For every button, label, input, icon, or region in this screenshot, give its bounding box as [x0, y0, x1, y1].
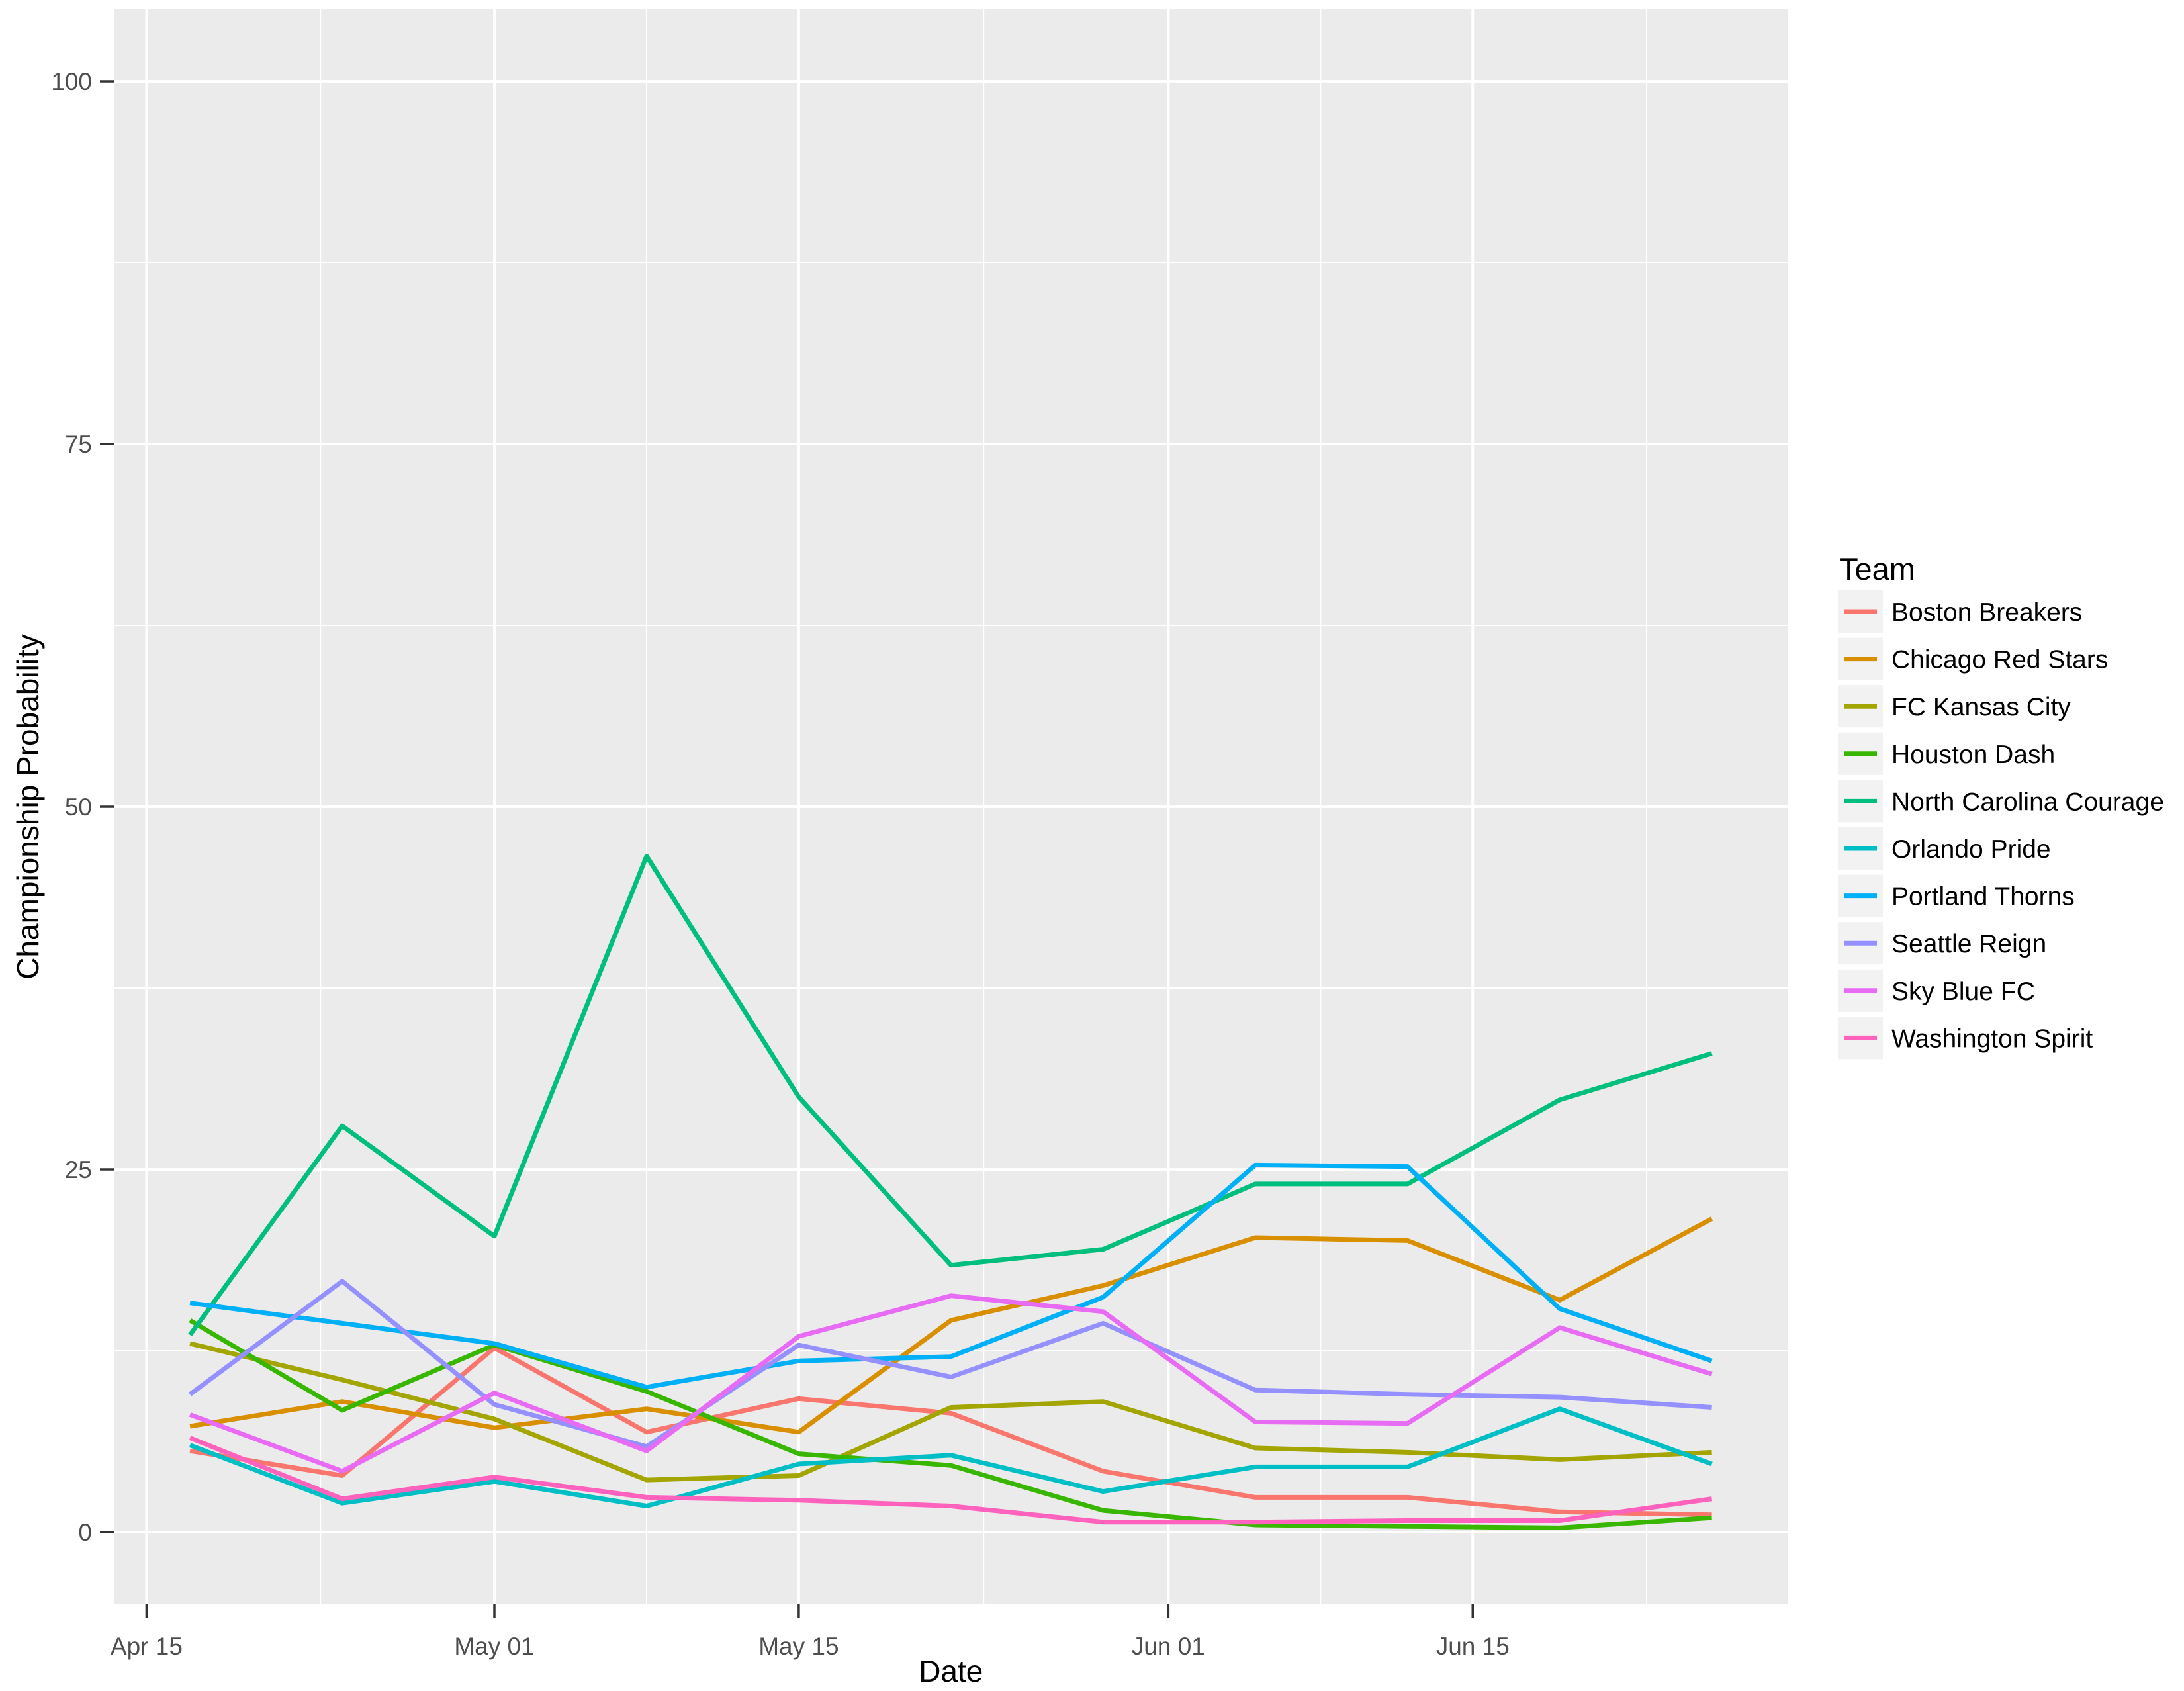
- legend-label: Sky Blue FC: [1891, 978, 2035, 1006]
- legend-label: North Carolina Courage: [1891, 788, 2164, 816]
- legend-label: Washington Spirit: [1891, 1025, 2093, 1053]
- y-axis-labels: 0 25 50 75 100: [51, 68, 92, 1546]
- series-line-fc-kansas-city: [189, 1341, 1712, 1483]
- series-lines: [188, 854, 1713, 1530]
- legend-item-fc-kansas-city: FC Kansas City: [1838, 685, 2071, 728]
- legend-label: FC Kansas City: [1891, 693, 2071, 721]
- series-line-north-carolina-courage: [188, 854, 1713, 1336]
- legend-item-boston-breakers: Boston Breakers: [1838, 590, 2082, 633]
- legend-item-orlando-pride: Orlando Pride: [1838, 827, 2051, 870]
- x-tick-label: May 15: [758, 1633, 839, 1660]
- legend-label: Chicago Red Stars: [1891, 646, 2108, 674]
- x-axis-title: Date: [919, 1654, 983, 1688]
- series-line-portland-thorns: [189, 1162, 1713, 1390]
- legend-label: Boston Breakers: [1891, 598, 2082, 627]
- legend-title: Team: [1839, 551, 1915, 586]
- major-gridlines: [114, 9, 1788, 1604]
- legend-item-washington-spirit: Washington Spirit: [1838, 1017, 2093, 1060]
- legend-item-north-carolina-courage: North Carolina Courage: [1838, 780, 2164, 823]
- legend-label: Orlando Pride: [1891, 835, 2051, 864]
- series-line-seattle-reign: [189, 1279, 1712, 1449]
- legend-label: Portland Thorns: [1891, 883, 2075, 911]
- legend-item-sky-blue-fc: Sky Blue FC: [1838, 969, 2035, 1012]
- legend-item-portland-thorns: Portland Thorns: [1838, 874, 2075, 917]
- legend-label: Houston Dash: [1891, 741, 2055, 769]
- legend-item-seattle-reign: Seattle Reign: [1838, 922, 2046, 965]
- legend: Team Boston Breakers Chicago Red Stars FC K…: [1838, 551, 2164, 1060]
- y-tick-label: 0: [78, 1519, 92, 1546]
- legend-label: Seattle Reign: [1891, 930, 2046, 958]
- axis-tick-marks: [100, 80, 1474, 1618]
- y-tick-label: 100: [51, 68, 92, 95]
- series-line-orlando-pride: [189, 1406, 1713, 1508]
- x-tick-label: May 01: [454, 1633, 534, 1660]
- legend-item-houston-dash: Houston Dash: [1838, 732, 2055, 775]
- x-axis-labels: Apr 15 May 01 May 15 Jun 01 Jun 15: [111, 1633, 1510, 1660]
- legend-item-chicago-red-stars: Chicago Red Stars: [1838, 637, 2108, 680]
- series-line-boston-breakers: [189, 1346, 1712, 1518]
- y-tick-label: 25: [65, 1156, 92, 1183]
- y-tick-label: 75: [65, 431, 92, 458]
- series-line-houston-dash: [189, 1318, 1712, 1530]
- series-line-washington-spirit: [189, 1436, 1713, 1525]
- series-line-sky-blue-fc: [189, 1293, 1713, 1474]
- x-tick-label: Jun 15: [1436, 1633, 1510, 1660]
- x-tick-label: Jun 01: [1132, 1633, 1205, 1660]
- x-tick-label: Apr 15: [111, 1633, 183, 1660]
- y-axis-title: Championship Probability: [11, 634, 45, 980]
- y-tick-label: 50: [65, 794, 92, 821]
